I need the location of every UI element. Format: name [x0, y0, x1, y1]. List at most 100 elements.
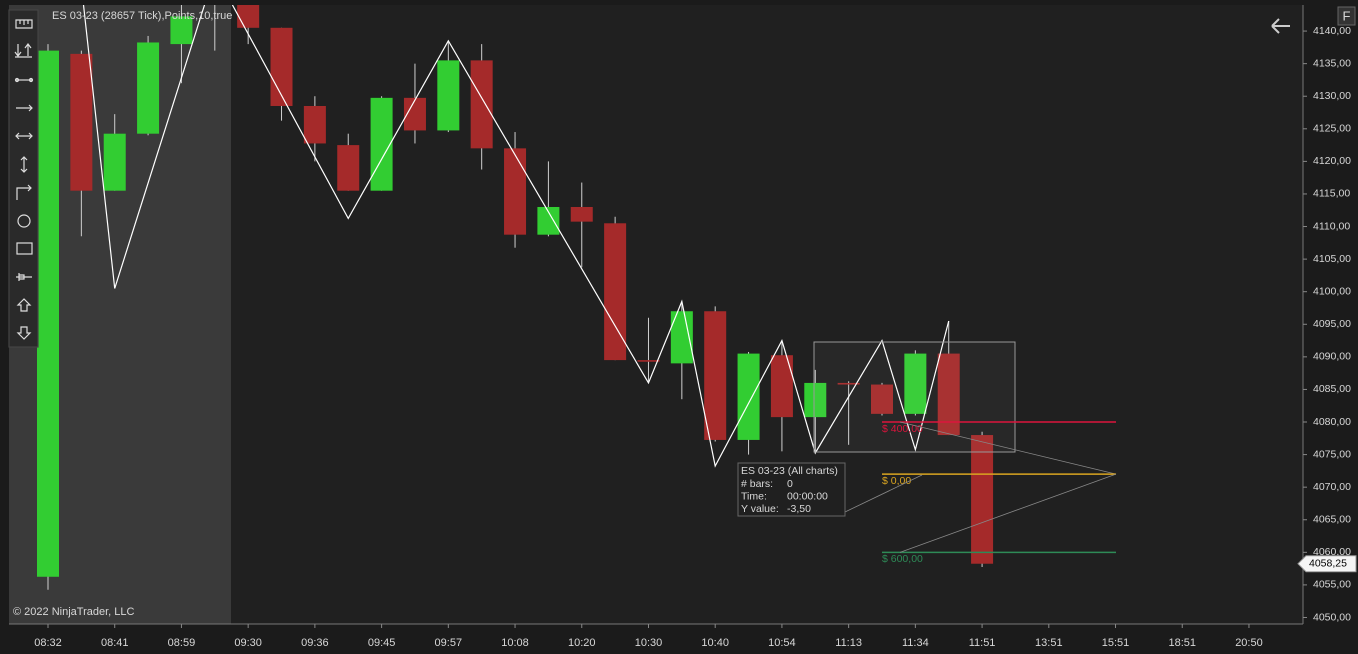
candle-body	[170, 16, 193, 45]
x-tick-label: 08:59	[168, 637, 196, 649]
x-tick-label: 11:34	[902, 637, 929, 649]
candle-body	[737, 353, 760, 440]
info-box	[737, 462, 846, 517]
y-tick-label: 4065,00	[1313, 514, 1351, 526]
tool-rectangle[interactable]	[16, 242, 33, 255]
x-tick-label: 09:45	[368, 637, 396, 649]
zigzag	[82, 5, 950, 468]
x-tick-label: 11:13	[835, 637, 862, 649]
x-tick-label: 10:30	[635, 637, 663, 649]
candle-body	[604, 223, 627, 361]
info-value: -3,50	[787, 503, 811, 515]
y-tick-label: 4110,00	[1313, 220, 1350, 232]
candle-body	[670, 311, 693, 364]
level-label: $ 600,00	[882, 553, 923, 565]
candle-body	[837, 382, 860, 385]
x-tick-label: 10:54	[768, 637, 796, 649]
candle-body	[237, 5, 260, 28]
candle-body	[70, 53, 93, 191]
y-tick-label: 4130,00	[1313, 90, 1351, 102]
tool-extended[interactable]	[15, 132, 33, 140]
level-connector	[899, 473, 1117, 553]
instrument-label: ES 03-23 (28657 Tick),Points,10,true	[52, 10, 232, 22]
y-tick-label: 4075,00	[1313, 448, 1351, 460]
x-tick-label: 11:51	[969, 637, 996, 649]
candle-body	[804, 382, 827, 418]
x-tick-label: 10:20	[568, 637, 596, 649]
candle-body	[137, 42, 160, 134]
candle-body	[770, 355, 793, 418]
x-tick-label: 09:36	[301, 637, 329, 649]
candle-body	[570, 206, 593, 222]
tool-ray[interactable]	[16, 104, 33, 112]
candle-body	[103, 133, 126, 191]
candle-body	[403, 97, 426, 131]
y-tick-label: 4070,00	[1313, 481, 1351, 493]
candle-body	[37, 50, 59, 577]
candle-body	[470, 60, 493, 149]
info-key: Y value:	[741, 503, 779, 515]
y-tick-label: 4140,00	[1313, 25, 1351, 37]
tool-ruler[interactable]	[15, 19, 33, 29]
last-price-box	[1297, 555, 1357, 573]
tool-vertical[interactable]	[20, 156, 28, 173]
y-tick-label: 4090,00	[1313, 351, 1351, 363]
candle-body	[370, 97, 393, 191]
x-tick-label: 09:57	[435, 637, 463, 649]
copyright: © 2022 NinjaTrader, LLC	[13, 606, 134, 618]
x-tick-label: 18:51	[1168, 637, 1196, 649]
candle-body	[637, 360, 660, 362]
x-tick-label: 09:30	[234, 637, 262, 649]
candle-body	[337, 145, 360, 191]
y-tick-label: 4125,00	[1313, 123, 1351, 135]
y-tick-label: 4120,00	[1313, 155, 1351, 167]
info-connector	[844, 474, 923, 513]
candle-body	[871, 384, 893, 414]
candle-body	[971, 435, 994, 564]
candle-body	[204, 0, 226, 2]
y-tick-label: 4100,00	[1313, 285, 1351, 297]
candle-body	[537, 206, 560, 235]
level-label: $ 400,00	[882, 423, 923, 435]
x-tick-label: 08:41	[101, 637, 129, 649]
corner-button[interactable]	[1337, 6, 1356, 26]
candle-body	[904, 353, 927, 414]
x-tick-label: 15:51	[1102, 637, 1130, 649]
tool-ellipse[interactable]	[17, 214, 31, 228]
x-tick-label: 08:32	[34, 637, 62, 649]
y-tick-label: 4105,00	[1313, 253, 1351, 265]
tool-line-dot[interactable]	[14, 77, 20, 83]
tool-arrow-up[interactable]	[16, 298, 32, 312]
tool-stay[interactable]	[14, 43, 32, 58]
level-label: $ 0,00	[882, 475, 911, 487]
x-tick-label: 10:40	[701, 637, 729, 649]
back-arrow[interactable]	[1271, 18, 1290, 34]
drawn-rectangle	[813, 341, 1016, 453]
y-tick-label: 4060,00	[1313, 546, 1351, 558]
info-key: # bars:	[741, 478, 773, 490]
candle-body	[303, 105, 326, 144]
candle-body	[437, 60, 460, 131]
last-price-label: 4058,25	[1309, 558, 1347, 570]
info-key: Time:	[741, 490, 767, 502]
candle-body	[937, 353, 960, 436]
y-tick-label: 4095,00	[1313, 318, 1351, 330]
info-value: 00:00:00	[787, 490, 828, 502]
y-tick-label: 4055,00	[1313, 579, 1351, 591]
tool-line-dot[interactable]	[28, 77, 34, 83]
x-tick-label: 13:51	[1035, 637, 1063, 649]
tool-risk-reward[interactable]	[16, 273, 32, 281]
drawing-toolbar	[8, 9, 39, 348]
y-tick-label: 4050,00	[1313, 611, 1351, 623]
tool-arrow-down[interactable]	[16, 326, 32, 340]
y-tick-label: 4080,00	[1313, 416, 1351, 428]
level-connector	[899, 421, 1117, 475]
tool-arrow-line[interactable]	[16, 184, 32, 200]
plot-layer: $ 400,00 $ 0,00 $ 600,00 ES 03-23 (All char…	[37, 0, 1117, 590]
y-tick-label: 4085,00	[1313, 383, 1351, 395]
corner-button-label[interactable]: F	[1343, 8, 1351, 23]
x-tick-label: 10:08	[501, 637, 529, 649]
x-tick-label: 20:50	[1235, 637, 1263, 649]
info-value: 0	[787, 478, 793, 490]
